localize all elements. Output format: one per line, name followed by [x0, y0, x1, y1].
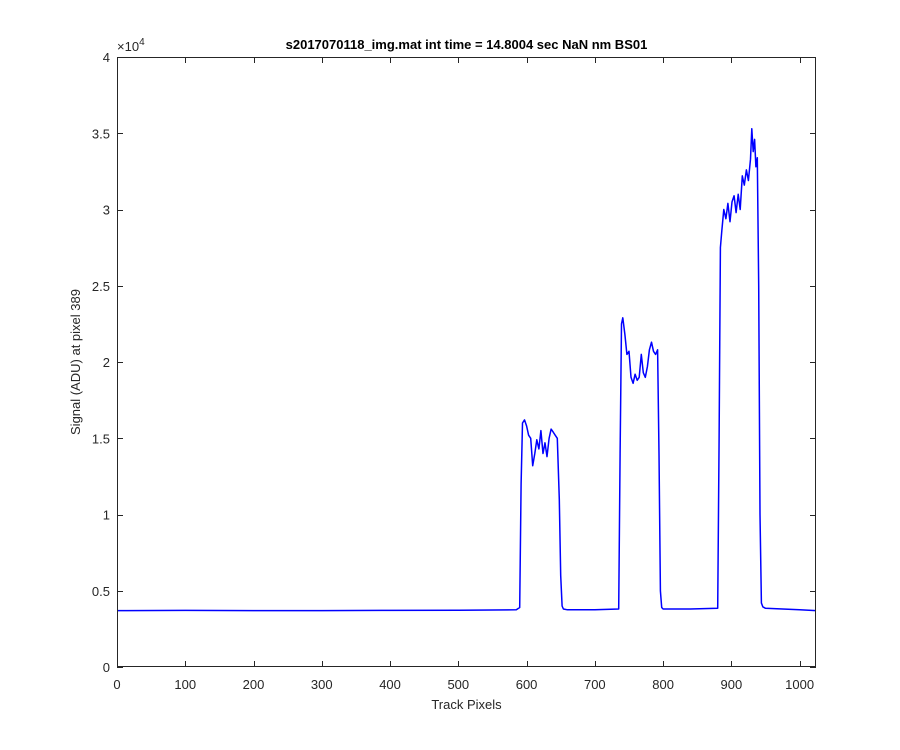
y-tick-label: 0 [103, 660, 110, 675]
y-tick-label: 1 [103, 508, 110, 523]
y-tick-label: 2 [103, 355, 110, 370]
x-tick-label: 200 [243, 677, 265, 692]
x-tick-label: 800 [652, 677, 674, 692]
chart-title: s2017070118_img.mat int time = 14.8004 s… [286, 37, 648, 52]
y-tick-label: 3.5 [92, 126, 110, 141]
x-tick-labels: 0 100 200 300 400 500 600 700 800 900 1000 [113, 677, 814, 692]
x-tick-label: 300 [311, 677, 333, 692]
x-tick-label: 400 [379, 677, 401, 692]
y-tick-labels: 0 0.5 1 1.5 2 2.5 3 3.5 4 [92, 50, 110, 675]
x-axis-label: Track Pixels [431, 697, 502, 712]
x-tick-label: 600 [516, 677, 538, 692]
x-tick-label: 100 [174, 677, 196, 692]
axes-box [117, 57, 816, 667]
y-axis-exponent-base: ×10 [117, 39, 139, 54]
y-axis-exponent-power: 4 [139, 37, 145, 48]
x-tick-label: 0 [113, 677, 120, 692]
y-axis-exponent: ×104 [117, 37, 145, 54]
series-line [116, 127, 817, 612]
y-tick-label: 1.5 [92, 431, 110, 446]
y-tick-label: 0.5 [92, 584, 110, 599]
plot-area [117, 57, 816, 667]
x-tick-label: 700 [584, 677, 606, 692]
x-tick-label: 500 [447, 677, 469, 692]
y-tick-label: 2.5 [92, 279, 110, 294]
x-tick-label: 1000 [785, 677, 814, 692]
y-axis-label: Signal (ADU) at pixel 389 [68, 289, 83, 435]
y-tick-label: 3 [103, 203, 110, 218]
y-tick-label: 4 [103, 50, 110, 65]
x-tick-label: 900 [721, 677, 743, 692]
series-layer [116, 127, 817, 612]
